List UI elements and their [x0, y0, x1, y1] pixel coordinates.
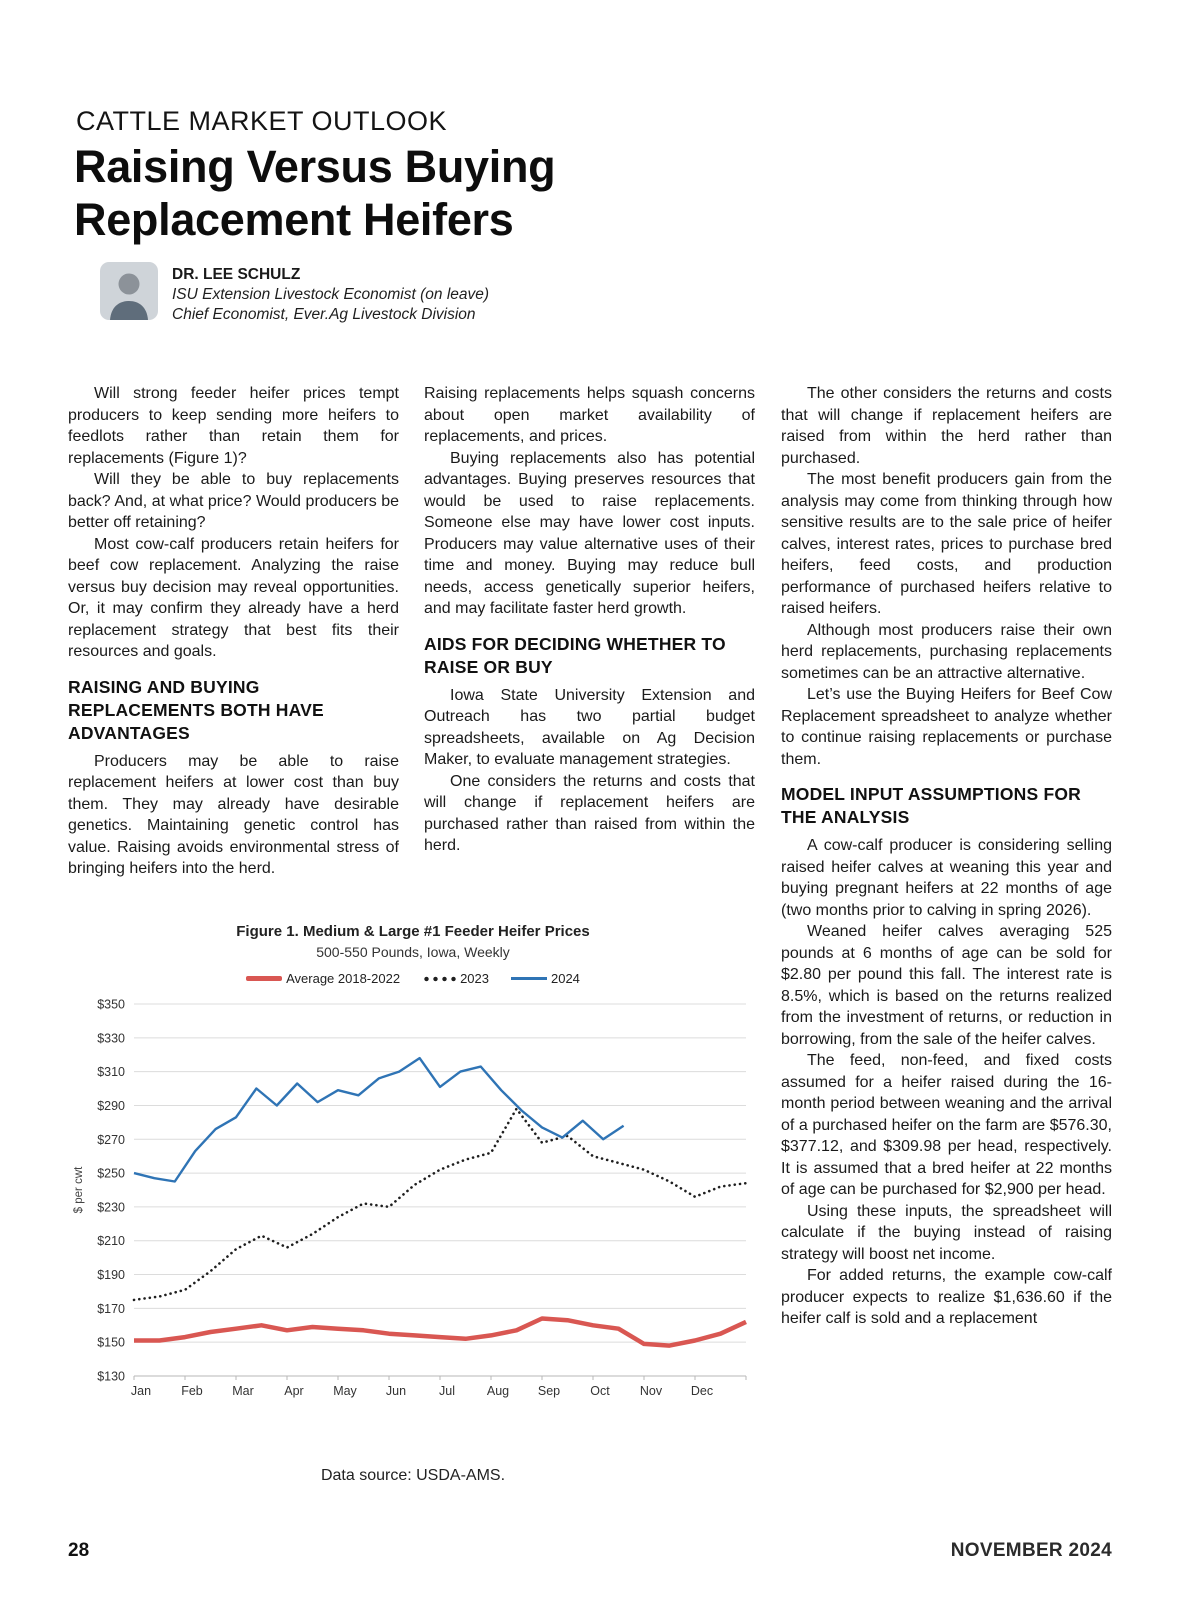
svg-text:$190: $190 [97, 1268, 125, 1282]
legend-swatch-2023-dotted-icon [422, 975, 457, 982]
legend-label-2023: 2023 [460, 971, 489, 986]
svg-text:$330: $330 [97, 1031, 125, 1045]
legend-swatch-average-line-icon [246, 976, 283, 981]
footer-issue-date: NOVEMBER 2024 [950, 1540, 1112, 1561]
legend-item-2024: 2024 [510, 971, 580, 986]
section-heading-aids-for-deciding: AIDS FOR DECIDING WHETHER TO RAISE OR BU… [424, 633, 726, 677]
paragraph: Let’s use the Buying Heifers for Beef Co… [781, 686, 1112, 768]
svg-text:Jul: Jul [439, 1384, 455, 1398]
footer-page-number: 28 [68, 1540, 90, 1561]
column-1: Will strong feeder heifer prices tempt p… [68, 383, 399, 880]
svg-text:Jan: Jan [131, 1384, 151, 1398]
svg-text:$210: $210 [97, 1234, 125, 1248]
paragraph: The most benefit producers gain from the… [781, 471, 1112, 617]
paragraph: Will strong feeder heifer prices tempt p… [68, 385, 399, 467]
author-role-1: ISU Extension Livestock Economist (on le… [172, 286, 490, 303]
figure1-chart-svg: $130 $150 $170 $190 $210 $230 $250 $270 $290 $310… [73, 998, 748, 1398]
paragraph: The feed, non-feed, and fixed costs assu… [781, 1052, 1112, 1198]
article-title-line1: Raising Versus Buying [74, 141, 556, 192]
svg-text:Aug: Aug [487, 1384, 509, 1398]
figure-subtitle: 500-550 Pounds, Iowa, Weekly [316, 944, 510, 960]
svg-text:Jun: Jun [386, 1384, 406, 1398]
article-title-line2: Replacement Heifers [74, 194, 514, 245]
author-name: DR. LEE SCHULZ [172, 266, 301, 283]
figure-source: Data source: USDA-AMS. [320, 1467, 506, 1484]
svg-text:$ per cwt: $ per cwt [73, 1166, 85, 1213]
paragraph: The other considers the returns and cost… [781, 385, 1112, 467]
author-byline: DR. LEE SCHULZ ISU Extension Livestock E… [100, 262, 620, 325]
paragraph: For added returns, the example cow-calf … [781, 1267, 1112, 1327]
legend-item-average: Average 2018-2022 [246, 971, 400, 986]
figure-chart: $130 $150 $170 $190 $210 $230 $250 $270 $290 $310… [70, 992, 756, 1415]
svg-text:$150: $150 [97, 1336, 125, 1350]
svg-text:$350: $350 [97, 998, 125, 1012]
column-2: Raising replacements helps squash concer… [424, 383, 755, 857]
svg-text:Apr: Apr [284, 1384, 303, 1398]
svg-text:Nov: Nov [640, 1384, 663, 1398]
paragraph: Although most producers raise their own … [781, 621, 1112, 682]
svg-text:$250: $250 [97, 1167, 125, 1181]
article-title: Raising Versus Buying Replacement Heifer… [74, 140, 556, 246]
legend-item-2023: 2023 [422, 971, 489, 986]
svg-text:Sep: Sep [538, 1384, 560, 1398]
paragraph: Most cow-calf producers retain heifers f… [68, 535, 399, 661]
figure-title: Figure 1. Medium & Large #1 Feeder Heife… [236, 923, 590, 940]
author-photo-placeholder-icon [100, 262, 158, 320]
paragraph: Using these inputs, the spreadsheet will… [781, 1202, 1112, 1263]
svg-text:Feb: Feb [181, 1384, 203, 1398]
paragraph: One considers the returns and costs that… [424, 772, 755, 855]
figure-legend: Average 2018-2022 2023 2024 [70, 971, 756, 986]
section-heading-raising-and-buying: RAISING AND BUYING REPLACEMENTS BOTH HAV… [68, 676, 324, 743]
section-heading-model-inputs: MODEL INPUT ASSUMPTIONS FOR THE ANALYSIS [781, 784, 1081, 827]
paragraph: Producers may be able to raise replaceme… [68, 752, 399, 878]
page-footer: 28 NOVEMBER 2024 [68, 1540, 1112, 1562]
svg-text:$310: $310 [97, 1065, 125, 1079]
author-info: DR. LEE SCHULZ ISU Extension Livestock E… [172, 262, 489, 325]
svg-text:$130: $130 [97, 1370, 125, 1384]
svg-text:$230: $230 [97, 1200, 125, 1214]
paragraph: Weaned heifer calves averaging 525 pound… [781, 923, 1112, 1048]
svg-text:Oct: Oct [590, 1384, 610, 1398]
legend-label-2024: 2024 [550, 971, 580, 986]
svg-text:$270: $270 [97, 1133, 125, 1147]
author-role-2: Chief Economist, Ever.Ag Livestock Divis… [172, 306, 476, 323]
legend-swatch-2024-line-icon [510, 977, 547, 980]
svg-text:Mar: Mar [232, 1384, 254, 1398]
author-photo [100, 262, 158, 320]
section-kicker: CATTLE MARKET OUTLOOK [76, 106, 448, 136]
svg-text:May: May [333, 1384, 357, 1398]
svg-text:$170: $170 [97, 1302, 125, 1316]
column-3: The other considers the returns and cost… [781, 383, 1112, 1330]
paragraph: Raising replacements helps squash concer… [424, 385, 755, 445]
svg-text:Dec: Dec [691, 1384, 713, 1398]
legend-label-average: Average 2018-2022 [286, 971, 401, 986]
figure-1: Figure 1. Medium & Large #1 Feeder Heife… [70, 922, 756, 1485]
paragraph: Buying replacements also has potential a… [424, 449, 755, 618]
paragraph: A cow-calf producer is considering selli… [781, 837, 1112, 919]
paragraph: Iowa State University Extension and Outr… [424, 686, 755, 769]
svg-text:$290: $290 [97, 1099, 125, 1113]
paragraph: Will they be able to buy replacements ba… [68, 471, 399, 531]
